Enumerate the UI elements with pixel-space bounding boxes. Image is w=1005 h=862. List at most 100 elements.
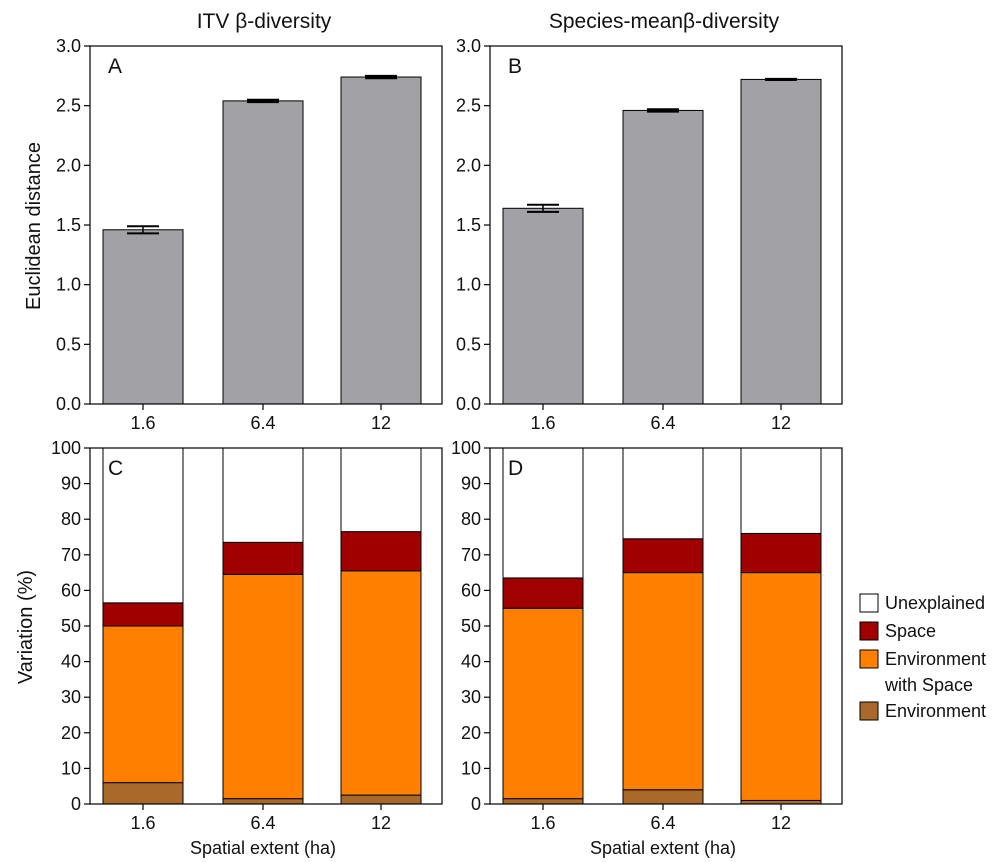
y-tick-label: 80	[461, 509, 481, 529]
y-tick-label: 0.0	[456, 394, 481, 414]
y-tick-label: 1.5	[56, 215, 81, 235]
legend-label: Space	[885, 621, 936, 641]
y-axis-title-bottom: Variation (%)	[15, 570, 37, 684]
y-tick-label: 10	[61, 758, 81, 778]
col-title-right: Species-meanβ-diversity	[549, 10, 780, 33]
bar-segment	[102, 625, 184, 784]
y-tick-label: 1.0	[56, 275, 81, 295]
y-tick-label: 100	[51, 438, 81, 458]
y-tick-label: 0.5	[56, 334, 81, 354]
bar-segment	[502, 577, 584, 609]
bar-segment	[740, 447, 822, 534]
bar-segment	[102, 782, 184, 805]
panels: 0.0 0.5 1.0 1.5 2.0 2.5 3.0 1.6 6.4 12 A 0.0 0.5 1.0 1…	[51, 36, 843, 833]
y-tick-label: 2.5	[456, 96, 481, 116]
bar-segment	[340, 531, 422, 572]
bar-segment	[102, 447, 184, 604]
y-tick-label: 0	[471, 794, 481, 814]
bar	[102, 229, 184, 405]
bar-segment	[622, 538, 704, 574]
y-tick-label: 50	[461, 616, 481, 636]
bar-segment	[740, 532, 822, 574]
y-tick-label: 50	[61, 616, 81, 636]
y-tick-label: 3.0	[56, 36, 81, 56]
y-tick-label: 70	[461, 545, 481, 565]
legend-swatch-environment	[859, 701, 879, 721]
chart-panel-a: 0.0 0.5 1.0 1.5 2.0 2.5 3.0 1.6 6.4 12 A	[56, 36, 443, 433]
y-tick-label: 20	[61, 723, 81, 743]
x-axis-title-left: Spatial extent (ha)	[190, 838, 336, 858]
bar-segment	[222, 573, 304, 800]
legend-label: Environment	[885, 649, 986, 669]
y-tick-label: 1.5	[456, 215, 481, 235]
x-tick-label: 12	[371, 813, 391, 833]
bar-segment	[502, 607, 584, 800]
bar	[622, 109, 704, 405]
bar-segment	[340, 570, 422, 796]
y-tick-label: 10	[461, 758, 481, 778]
y-tick-label: 90	[61, 474, 81, 494]
bar-segment	[622, 447, 704, 540]
y-tick-label: 30	[461, 687, 481, 707]
y-tick-label: 40	[461, 652, 481, 672]
x-tick-label: 1.6	[530, 813, 555, 833]
panel-letter: A	[108, 55, 122, 78]
x-axis-title-right: Spatial extent (ha)	[590, 838, 736, 858]
bar	[340, 76, 422, 405]
y-tick-label: 60	[61, 580, 81, 600]
bar	[502, 207, 584, 405]
bar-segment	[502, 798, 584, 805]
bar-segment	[740, 572, 822, 801]
y-tick-label: 90	[461, 474, 481, 494]
chart-panel-d: 0 10 20 30 40 50 60 70 80 90 100 1.6 6.4 12 D	[451, 438, 843, 833]
x-tick-label: 6.4	[650, 813, 675, 833]
y-tick-label: 70	[61, 545, 81, 565]
y-tick-label: 2.0	[56, 155, 81, 175]
x-tick-label: 1.6	[530, 413, 555, 433]
bar-segment	[102, 602, 184, 627]
y-tick-label: 3.0	[456, 36, 481, 56]
y-tick-label: 2.5	[56, 96, 81, 116]
y-tick-label: 0	[71, 794, 81, 814]
x-tick-label: 6.4	[250, 413, 275, 433]
bar-segment	[622, 572, 704, 791]
bar-segment	[340, 447, 422, 533]
bar-segment	[502, 447, 584, 579]
y-tick-label: 100	[451, 438, 481, 458]
legend-label: Environment	[885, 701, 986, 721]
x-tick-label: 6.4	[650, 413, 675, 433]
bar-segment	[222, 447, 304, 543]
bar-segment	[622, 789, 704, 805]
legend: Unexplained Space Environment with Space Env…	[859, 593, 986, 721]
x-tick-label: 12	[771, 413, 791, 433]
bar-segment	[340, 794, 422, 805]
panel-letter: C	[108, 457, 123, 480]
legend-label: with Space	[884, 675, 973, 695]
bar	[222, 100, 304, 405]
y-tick-label: 2.0	[456, 155, 481, 175]
bar-segment	[222, 541, 304, 575]
panel-letter: B	[508, 55, 522, 78]
bar	[740, 78, 822, 405]
x-tick-label: 1.6	[130, 813, 155, 833]
chart-panel-c: 0 10 20 30 40 50 60 70 80 90 100 1.6 6.4 12 C	[51, 438, 443, 833]
chart-panel-b: 0.0 0.5 1.0 1.5 2.0 2.5 3.0 1.6 6.4 12 B	[456, 36, 843, 433]
col-title-left: ITV β-diversity	[197, 10, 332, 33]
panel-letter: D	[508, 457, 523, 480]
y-tick-label: 0.5	[456, 334, 481, 354]
y-tick-label: 30	[61, 687, 81, 707]
y-tick-label: 40	[61, 652, 81, 672]
y-axis-title-top: Euclidean distance	[23, 142, 45, 310]
bar-segment	[222, 798, 304, 805]
y-tick-label: 60	[461, 580, 481, 600]
x-tick-label: 12	[771, 813, 791, 833]
legend-swatch-unexplained	[859, 593, 879, 613]
y-tick-label: 0.0	[56, 394, 81, 414]
x-tick-label: 6.4	[250, 813, 275, 833]
y-tick-label: 80	[61, 509, 81, 529]
legend-swatch-environment-with-space	[859, 649, 879, 669]
y-tick-label: 20	[461, 723, 481, 743]
legend-swatch-space	[859, 621, 879, 641]
x-tick-label: 1.6	[130, 413, 155, 433]
